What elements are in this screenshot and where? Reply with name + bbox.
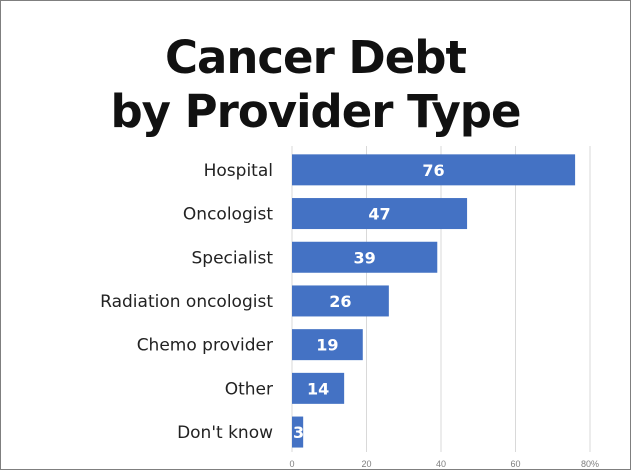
category-label: Specialist — [192, 248, 274, 268]
data-label: 39 — [354, 248, 376, 267]
x-tick-label: 80% — [581, 459, 599, 469]
category-label: Radiation oncologist — [100, 292, 273, 312]
category-label: Don't know — [177, 423, 273, 443]
chart-title-line-2: by Provider Type — [110, 85, 521, 138]
x-tick-label: 60 — [510, 459, 520, 469]
category-label: Hospital — [204, 161, 273, 181]
bar — [292, 372, 345, 404]
bar — [292, 285, 389, 317]
data-label: 19 — [316, 336, 338, 355]
bar — [292, 416, 304, 448]
data-label: 47 — [368, 205, 390, 224]
data-label: 3 — [293, 423, 304, 442]
data-label: 76 — [422, 161, 444, 180]
chart-title-line-1: Cancer Debt — [164, 31, 467, 84]
bar — [292, 198, 468, 230]
bar — [292, 329, 363, 361]
bar — [292, 241, 438, 273]
x-tick-label: 20 — [361, 459, 371, 469]
x-tick-label: 40 — [436, 459, 446, 469]
category-label: Oncologist — [183, 205, 273, 225]
bar — [292, 154, 576, 186]
data-label: 26 — [329, 292, 351, 311]
category-label: Other — [225, 379, 273, 399]
category-label: Chemo provider — [137, 336, 273, 356]
x-tick-label: 0 — [289, 459, 294, 469]
data-label: 14 — [307, 379, 329, 398]
